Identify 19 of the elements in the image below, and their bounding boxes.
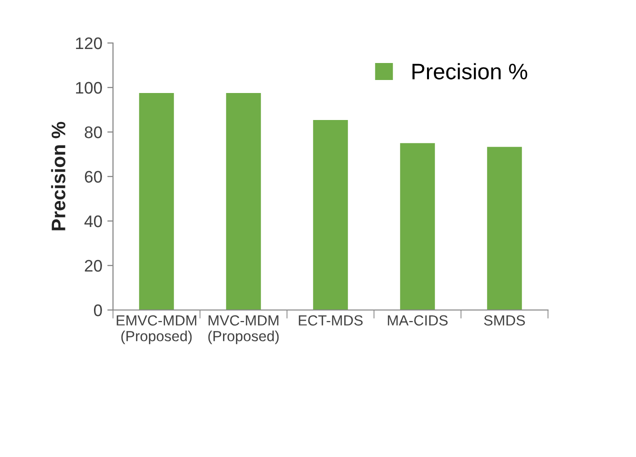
y-axis-title: Precision % (51, 122, 66, 230)
x-tick-label: MA-CIDS (388, 315, 448, 326)
bar (487, 146, 522, 310)
y-tick-label: 100 (76, 82, 102, 94)
x-tick-label: EMVC-MDM (Proposed) (116, 315, 196, 344)
bar (313, 120, 348, 310)
y-tick-label: 0 (94, 304, 102, 316)
y-tick-label: 120 (76, 37, 102, 50)
y-tick-label: 80 (84, 126, 102, 138)
y-tick-label: 20 (84, 260, 102, 272)
x-tick-label: ECT-MDS (298, 315, 363, 326)
y-tick-label: 40 (84, 215, 102, 228)
y-tick-label: 60 (84, 170, 102, 183)
bar (400, 143, 435, 310)
x-tick-label: MVC-MDM (Proposed) (208, 315, 279, 344)
x-tick-label: SMDS (484, 315, 525, 326)
bar (226, 93, 261, 310)
legend-label: Precision % (412, 63, 528, 80)
bar (139, 93, 174, 310)
